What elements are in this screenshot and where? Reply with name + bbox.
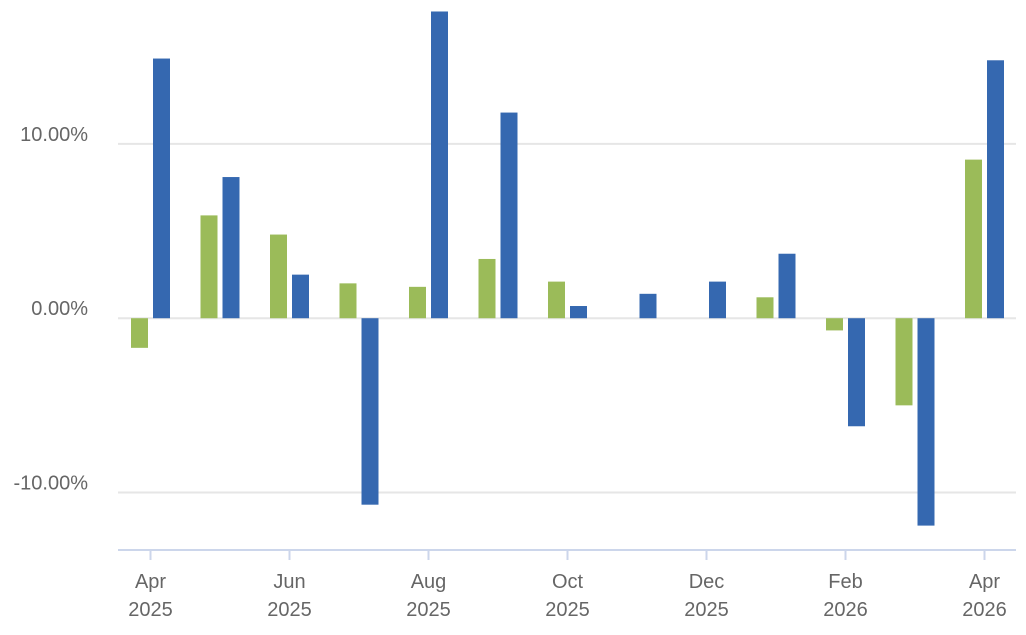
bar-series2-10	[848, 318, 865, 427]
bar-series1-1	[200, 215, 218, 319]
bar-series2-12	[987, 60, 1004, 319]
y-tick-label: -10.00%	[14, 472, 89, 494]
x-tick-label-year: 2026	[962, 599, 1007, 621]
bar-series1-0	[131, 318, 148, 348]
bar-series1-6	[548, 281, 565, 319]
x-axis	[118, 549, 1016, 560]
x-tick-label-year: 2025	[128, 599, 173, 621]
x-tick-label-year: 2025	[545, 599, 590, 621]
bar-series1-11	[895, 318, 913, 406]
x-tick-label-month: Apr	[135, 571, 166, 593]
bar-series2-3	[361, 318, 379, 505]
bar-series1-9	[756, 297, 774, 319]
x-tick-label-month: Feb	[828, 571, 862, 593]
grid-lines	[118, 142, 1016, 494]
bar-series1-12	[965, 159, 982, 319]
y-tick-label: 10.00%	[20, 124, 88, 146]
bar-series2-6	[570, 306, 587, 319]
bar-series2-8	[709, 281, 726, 319]
bar-series2-7	[639, 293, 657, 319]
y-axis-labels: 10.00% 0.00% -10.00%	[14, 124, 89, 495]
x-tick-label-month: Dec	[689, 571, 725, 593]
x-tick-label-month: Oct	[552, 571, 584, 593]
bar-series1-4	[409, 286, 426, 319]
y-tick-label: 0.00%	[31, 298, 88, 320]
bar-series1-10	[826, 318, 843, 331]
bar-series2-4	[431, 11, 448, 319]
x-tick-label-year: 2025	[267, 599, 312, 621]
bars	[131, 11, 1004, 526]
bar-series2-5	[500, 112, 518, 319]
x-tick-label-month: Aug	[411, 571, 447, 593]
x-tick-label-year: 2025	[406, 599, 451, 621]
x-axis-labels: Apr 2025 Jun 2025 Aug 2025 Oct 2025 Dec 2025 Feb 20…	[128, 571, 1007, 621]
x-tick-label-year: 2026	[823, 599, 868, 621]
x-tick-label-year: 2025	[684, 599, 729, 621]
bar-series1-2	[270, 234, 287, 319]
x-tick-label-month: Jun	[273, 571, 305, 593]
bar-series2-11	[917, 318, 935, 526]
bar-series1-5	[478, 258, 496, 319]
bar-series1-3	[339, 283, 357, 319]
bar-series2-0	[153, 58, 170, 319]
x-tick-label-month: Apr	[969, 571, 1000, 593]
bar-series2-2	[292, 274, 309, 319]
bar-series2-9	[778, 253, 796, 319]
bar-series2-1	[222, 177, 240, 319]
